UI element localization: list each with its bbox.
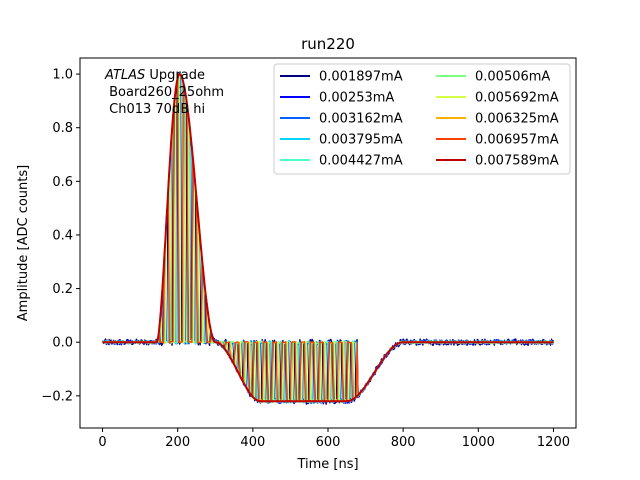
y-tick-label: 0.6 [52, 175, 73, 190]
x-axis-label: Time [ns] [296, 457, 358, 472]
legend-label: 0.005692mA [475, 91, 559, 106]
annotation-line-3: Ch013 70dB hi [105, 102, 205, 117]
legend-label: 0.006325mA [475, 112, 559, 127]
legend-label: 0.006957mA [475, 133, 559, 148]
series-layer [101, 72, 555, 405]
y-axis: −0.2 0.0 0.2 0.4 0.6 0.8 1.0 [41, 68, 80, 404]
x-tick-label: 800 [391, 435, 416, 450]
legend-label: 0.003795mA [319, 133, 403, 148]
y-tick-label: −0.2 [41, 389, 73, 404]
plot-area [79, 57, 577, 429]
x-tick-label: 200 [165, 435, 190, 450]
x-tick-label: 0 [98, 435, 106, 450]
x-tick-label: 400 [240, 435, 265, 450]
annotation-upgrade: Upgrade [145, 68, 205, 83]
legend: 0.001897mA 0.00253mA 0.003162mA 0.003795mA 0… [273, 63, 571, 175]
y-tick-label: 0.8 [52, 121, 73, 136]
series-line [102, 72, 555, 404]
y-tick-label: 1.0 [52, 68, 73, 83]
atlas-annotation: ATLAS Upgrade Board260_25ohm Ch013 70dB … [104, 68, 224, 117]
legend-box [273, 63, 571, 175]
legend-label: 0.004427mA [319, 154, 403, 169]
chart-title: run220 [301, 35, 355, 53]
legend-label: 0.00506mA [475, 70, 550, 85]
y-axis-label: Amplitude [ADC counts] [16, 165, 31, 321]
x-tick-label: 600 [316, 435, 341, 450]
y-tick-label: 0.2 [52, 282, 73, 297]
legend-label: 0.00253mA [319, 91, 394, 106]
x-tick-label: 1000 [462, 435, 495, 450]
annotation-line-1: ATLAS Upgrade [104, 68, 205, 83]
annotation-line-2: Board260_25ohm [105, 85, 224, 100]
annotation-atlas: ATLAS [104, 68, 145, 83]
series-envelope-line [102, 72, 554, 403]
y-tick-label: 0.0 [52, 336, 73, 351]
legend-label: 0.001897mA [319, 70, 403, 85]
legend-label: 0.007589mA [475, 154, 559, 169]
legend-label: 0.003162mA [319, 112, 403, 127]
x-tick-label: 1200 [537, 435, 570, 450]
x-axis: 0 200 400 600 800 1000 1200 [98, 428, 570, 450]
y-tick-label: 0.4 [52, 228, 73, 243]
